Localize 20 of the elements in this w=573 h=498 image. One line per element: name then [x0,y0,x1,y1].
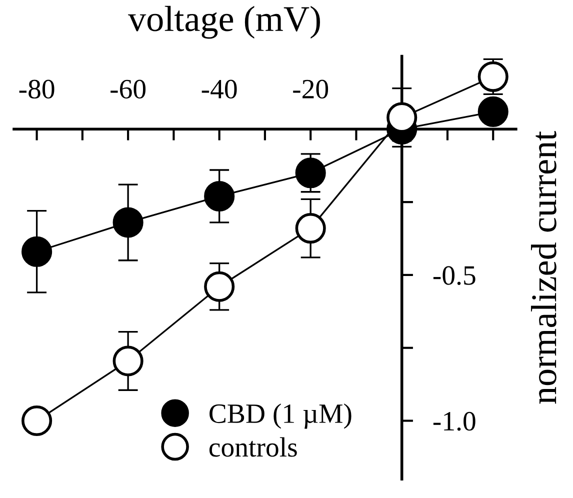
point [478,61,508,92]
x-tick-label: -20 [293,80,328,99]
point [478,96,508,127]
legend-label: controls [209,437,297,457]
point [204,180,235,212]
x-tick-label: -60 [110,80,146,99]
x-tick-label: -40 [202,80,237,99]
legend-label: CBD (1 µM) [210,404,352,429]
y-axis-title: normalized current [530,131,556,404]
point [22,405,52,436]
x-tick-label: -80 [19,80,54,99]
point [22,236,52,267]
y-tick-label: -0.5 [433,266,476,285]
point [112,346,144,376]
point [204,271,235,302]
y-tick-label: -1.0 [433,412,476,431]
point [295,213,326,244]
x-axis-title: voltage (mV) [128,6,320,39]
point [112,207,144,238]
point [295,158,326,188]
